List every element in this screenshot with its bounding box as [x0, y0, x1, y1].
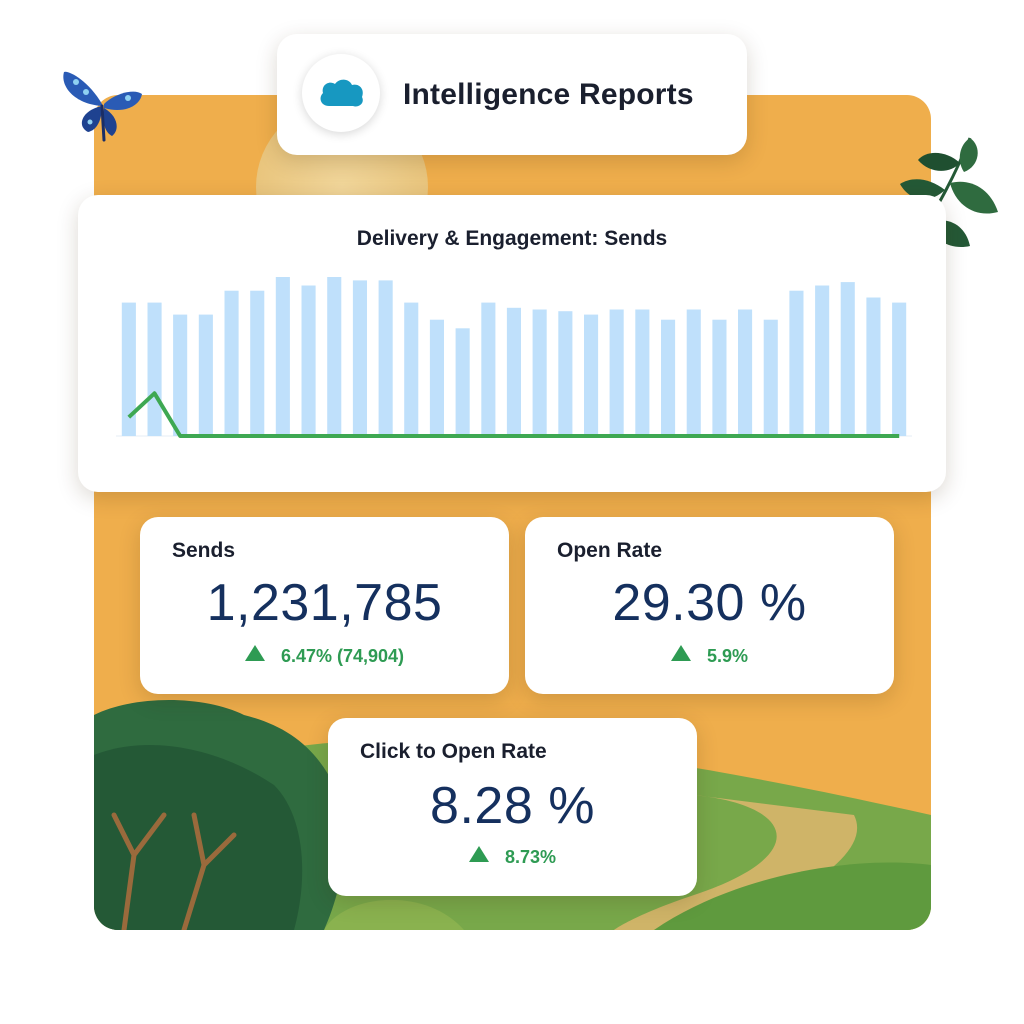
triangle-up-icon	[468, 846, 489, 862]
chart-bar	[892, 302, 907, 436]
chart-bar	[301, 285, 316, 436]
chart-bar	[866, 297, 881, 436]
sends-card: Sends 1,231,785 6.47% (74,904)	[140, 517, 509, 694]
chart-bar	[173, 314, 188, 436]
chart-line	[127, 391, 900, 438]
chart-bar	[635, 309, 650, 436]
chart-title: Delivery & Engagement: Sends	[356, 227, 668, 250]
chart-bar	[327, 277, 342, 436]
sends-chart	[116, 277, 912, 438]
chart-bar	[661, 319, 676, 436]
chart-bar	[686, 309, 701, 436]
chart-card: Delivery & Engagement: Sends	[78, 195, 946, 492]
chart-bar	[404, 302, 419, 436]
chart-bar	[352, 280, 367, 436]
chart-bar	[584, 314, 599, 436]
click-to-open-value: 8.28 %	[430, 777, 595, 835]
chart-bar	[815, 285, 830, 436]
chart-bar	[712, 319, 727, 436]
triangle-up-icon	[244, 645, 265, 661]
open-rate-value: 29.30 %	[612, 574, 807, 632]
click-to-open-title: Click to Open Rate	[360, 740, 547, 763]
triangle-up-icon	[670, 645, 691, 661]
chart-bar	[738, 309, 753, 436]
chart-bar	[558, 311, 573, 436]
sends-delta: 6.47% (74,904)	[280, 646, 405, 666]
chart-bar	[609, 309, 624, 436]
header-card: Intelligence Reports	[277, 34, 747, 155]
chart-bar	[532, 309, 547, 436]
chart-bar	[378, 280, 393, 436]
open-rate-title: Open Rate	[557, 539, 663, 562]
chart-bar	[429, 319, 444, 436]
chart-bar	[275, 277, 290, 436]
page-title: Intelligence Reports	[403, 78, 694, 111]
butterfly-icon	[63, 71, 142, 142]
open-rate-card: Open Rate 29.30 % 5.9%	[525, 517, 894, 694]
salesforce-cloud-icon	[320, 79, 363, 107]
sends-title: Sends	[172, 539, 236, 562]
chart-bar	[506, 307, 521, 437]
chart-bar	[481, 302, 496, 436]
click-to-open-delta: 8.73%	[504, 847, 557, 867]
chart-bar	[455, 328, 470, 436]
chart-bar	[121, 302, 136, 436]
chart-bar	[250, 290, 265, 436]
chart-bar	[789, 290, 804, 436]
chart-bar	[763, 319, 778, 436]
chart-bar	[224, 290, 239, 436]
chart-bar	[147, 302, 162, 436]
logo	[302, 54, 380, 132]
open-rate-delta: 5.9%	[706, 646, 749, 666]
click-to-open-card: Click to Open Rate 8.28 % 8.73%	[328, 718, 697, 896]
tree-icon	[94, 700, 345, 930]
chart-bar	[840, 282, 855, 436]
chart-bar	[198, 314, 213, 436]
sends-value: 1,231,785	[206, 574, 443, 632]
